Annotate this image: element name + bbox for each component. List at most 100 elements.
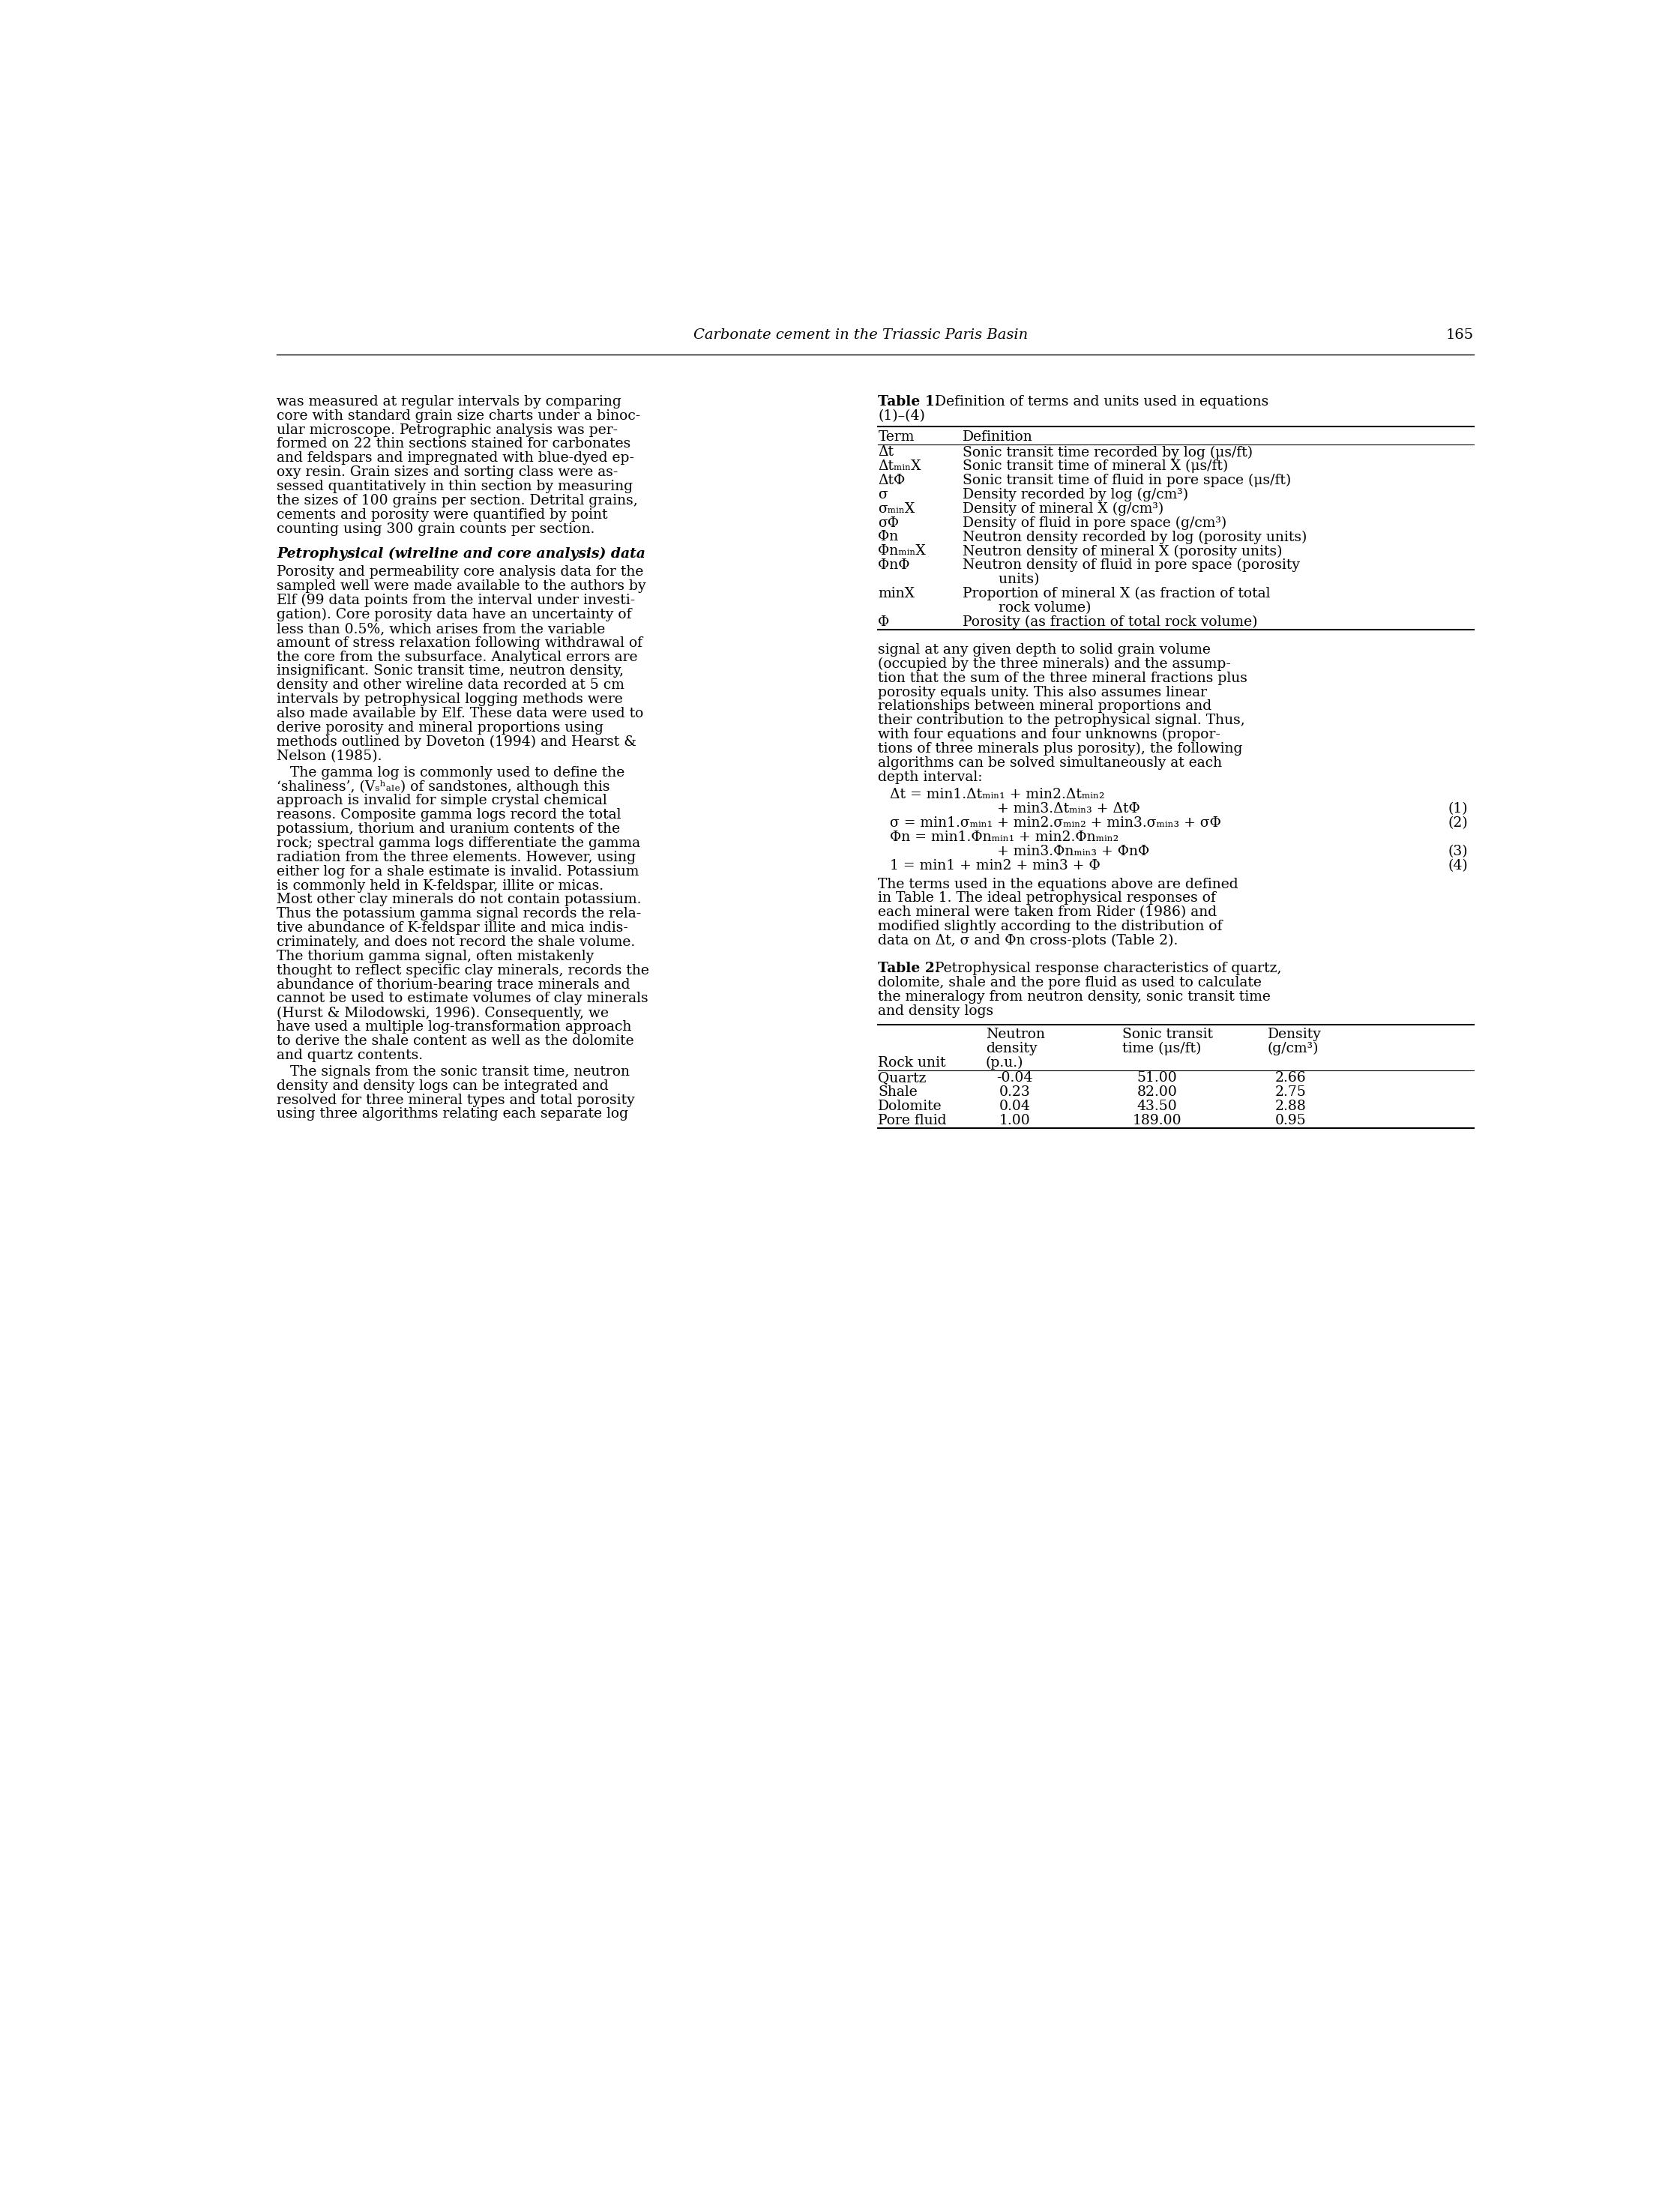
Text: to derive the shale content as well as the dolomite: to derive the shale content as well as t… xyxy=(277,1034,633,1049)
Text: dolomite, shale and the pore fluid as used to calculate: dolomite, shale and the pore fluid as us… xyxy=(879,977,1262,990)
Text: (2): (2) xyxy=(1448,817,1468,830)
Text: time (μs/ft): time (μs/ft) xyxy=(1122,1042,1201,1055)
Text: Carbonate cement in the Triassic Paris Basin: Carbonate cement in the Triassic Paris B… xyxy=(694,328,1028,343)
Text: counting using 300 grain counts per section.: counting using 300 grain counts per sect… xyxy=(277,522,595,535)
Text: rock; spectral gamma logs differentiate the gamma: rock; spectral gamma logs differentiate … xyxy=(277,837,640,850)
Text: was measured at regular intervals by comparing: was measured at regular intervals by com… xyxy=(277,395,622,409)
Text: 51.00: 51.00 xyxy=(1137,1071,1178,1086)
Text: Δt = min1.Δtₘᵢₙ₁ + min2.Δtₘᵢₙ₂: Δt = min1.Δtₘᵢₙ₁ + min2.Δtₘᵢₙ₂ xyxy=(890,789,1104,802)
Text: Proportion of mineral X (as fraction of total: Proportion of mineral X (as fraction of … xyxy=(963,588,1270,601)
Text: The terms used in the equations above are defined: The terms used in the equations above ar… xyxy=(879,878,1238,891)
Text: the core from the subsurface. Analytical errors are: the core from the subsurface. Analytical… xyxy=(277,651,638,664)
Text: Φn: Φn xyxy=(879,531,899,544)
Text: Table 2.: Table 2. xyxy=(879,961,939,975)
Text: σ: σ xyxy=(879,487,887,500)
Text: Porosity (as fraction of total rock volume): Porosity (as fraction of total rock volu… xyxy=(963,616,1257,629)
Text: 0.04: 0.04 xyxy=(1000,1099,1030,1112)
Text: less than 0.5%, which arises from the variable: less than 0.5%, which arises from the va… xyxy=(277,623,605,636)
Text: either log for a shale estimate is invalid. Potassium: either log for a shale estimate is inval… xyxy=(277,865,638,878)
Text: density: density xyxy=(986,1042,1037,1055)
Text: units): units) xyxy=(963,572,1040,586)
Text: and feldspars and impregnated with blue-dyed ep-: and feldspars and impregnated with blue-… xyxy=(277,452,635,465)
Text: relationships between mineral proportions and: relationships between mineral proportion… xyxy=(879,699,1211,712)
Text: intervals by petrophysical logging methods were: intervals by petrophysical logging metho… xyxy=(277,693,623,706)
Text: Term: Term xyxy=(879,430,914,444)
Text: porosity equals unity. This also assumes linear: porosity equals unity. This also assumes… xyxy=(879,686,1208,699)
Text: Sonic transit: Sonic transit xyxy=(1122,1027,1213,1042)
Text: also made available by Elf. These data were used to: also made available by Elf. These data w… xyxy=(277,708,643,721)
Text: cannot be used to estimate volumes of clay minerals: cannot be used to estimate volumes of cl… xyxy=(277,992,648,1005)
Text: gation). Core porosity data have an uncertainty of: gation). Core porosity data have an unce… xyxy=(277,607,632,621)
Text: The gamma log is commonly used to define the: The gamma log is commonly used to define… xyxy=(277,765,625,780)
Text: sessed quantitatively in thin section by measuring: sessed quantitatively in thin section by… xyxy=(277,481,633,494)
Text: Definition of terms and units used in equations: Definition of terms and units used in eq… xyxy=(936,395,1268,409)
Text: approach is invalid for simple crystal chemical: approach is invalid for simple crystal c… xyxy=(277,793,606,808)
Text: ΔtΦ: ΔtΦ xyxy=(879,474,906,487)
Text: Definition: Definition xyxy=(963,430,1033,444)
Text: (4): (4) xyxy=(1448,859,1468,872)
Text: resolved for three mineral types and total porosity: resolved for three mineral types and tot… xyxy=(277,1092,635,1108)
Text: minX: minX xyxy=(879,588,916,601)
Text: Shale: Shale xyxy=(879,1086,917,1099)
Text: the mineralogy from neutron density, sonic transit time: the mineralogy from neutron density, son… xyxy=(879,990,1270,1003)
Text: (g/cm³): (g/cm³) xyxy=(1267,1042,1319,1055)
Text: the sizes of 100 grains per section. Detrital grains,: the sizes of 100 grains per section. Det… xyxy=(277,494,638,507)
Text: Δt: Δt xyxy=(879,446,894,459)
Text: σ = min1.σₘᵢₙ₁ + min2.σₘᵢₙ₂ + min3.σₘᵢₙ₃ + σΦ: σ = min1.σₘᵢₙ₁ + min2.σₘᵢₙ₂ + min3.σₘᵢₙ₃… xyxy=(890,817,1221,830)
Text: (1): (1) xyxy=(1448,802,1468,815)
Text: criminately, and does not record the shale volume.: criminately, and does not record the sha… xyxy=(277,935,635,948)
Text: Dolomite: Dolomite xyxy=(879,1099,942,1112)
Text: insignificant. Sonic transit time, neutron density,: insignificant. Sonic transit time, neutr… xyxy=(277,664,623,677)
Text: abundance of thorium-bearing trace minerals and: abundance of thorium-bearing trace miner… xyxy=(277,979,630,992)
Text: algorithms can be solved simultaneously at each: algorithms can be solved simultaneously … xyxy=(879,756,1223,769)
Text: Most other clay minerals do not contain potassium.: Most other clay minerals do not contain … xyxy=(277,894,642,907)
Text: The signals from the sonic transit time, neutron: The signals from the sonic transit time,… xyxy=(277,1064,630,1079)
Text: Neutron density of mineral X (porosity units): Neutron density of mineral X (porosity u… xyxy=(963,544,1282,557)
Text: using three algorithms relating each separate log: using three algorithms relating each sep… xyxy=(277,1108,628,1121)
Text: rock volume): rock volume) xyxy=(963,601,1090,614)
Text: oxy resin. Grain sizes and sorting class were as-: oxy resin. Grain sizes and sorting class… xyxy=(277,465,618,479)
Text: The thorium gamma signal, often mistakenly: The thorium gamma signal, often mistaken… xyxy=(277,950,595,964)
Text: modified slightly according to the distribution of: modified slightly according to the distr… xyxy=(879,920,1223,933)
Text: 165: 165 xyxy=(1446,328,1473,343)
Text: σₘᵢₙX: σₘᵢₙX xyxy=(879,503,916,516)
Text: 43.50: 43.50 xyxy=(1137,1099,1178,1112)
Text: their contribution to the petrophysical signal. Thus,: their contribution to the petrophysical … xyxy=(879,714,1245,728)
Text: (occupied by the three minerals) and the assump-: (occupied by the three minerals) and the… xyxy=(879,658,1231,671)
Text: 1 = min1 + min2 + min3 + Φ: 1 = min1 + min2 + min3 + Φ xyxy=(890,859,1100,872)
Text: + min3.Φnₘᵢₙ₃ + ΦnΦ: + min3.Φnₘᵢₙ₃ + ΦnΦ xyxy=(998,846,1149,859)
Text: depth interval:: depth interval: xyxy=(879,771,983,784)
Text: Table 1.: Table 1. xyxy=(879,395,939,409)
Text: Thus the potassium gamma signal records the rela-: Thus the potassium gamma signal records … xyxy=(277,907,642,920)
Text: Density: Density xyxy=(1267,1027,1320,1042)
Text: (Hurst & Milodowski, 1996). Consequently, we: (Hurst & Milodowski, 1996). Consequently… xyxy=(277,1005,608,1020)
Text: (3): (3) xyxy=(1448,846,1468,859)
Text: 1.00: 1.00 xyxy=(1000,1114,1030,1127)
Text: Porosity and permeability core analysis data for the: Porosity and permeability core analysis … xyxy=(277,566,643,579)
Text: Sonic transit time recorded by log (μs/ft): Sonic transit time recorded by log (μs/f… xyxy=(963,446,1253,459)
Text: ΔtₘᵢₙX: ΔtₘᵢₙX xyxy=(879,459,921,474)
Text: have used a multiple log-transformation approach: have used a multiple log-transformation … xyxy=(277,1020,632,1034)
Text: 82.00: 82.00 xyxy=(1137,1086,1178,1099)
Text: Density recorded by log (g/cm³): Density recorded by log (g/cm³) xyxy=(963,487,1188,503)
Text: and quartz contents.: and quartz contents. xyxy=(277,1049,423,1062)
Text: radiation from the three elements. However, using: radiation from the three elements. Howev… xyxy=(277,850,637,863)
Text: -0.04: -0.04 xyxy=(996,1071,1033,1086)
Text: core with standard grain size charts under a binoc-: core with standard grain size charts und… xyxy=(277,409,640,422)
Text: 2.75: 2.75 xyxy=(1275,1086,1307,1099)
Text: ΦnₘᵢₙX: ΦnₘᵢₙX xyxy=(879,544,926,557)
Text: density and other wireline data recorded at 5 cm: density and other wireline data recorded… xyxy=(277,680,625,693)
Text: ‘shaliness’, (Vₛʰₐₗₑ) of sandstones, although this: ‘shaliness’, (Vₛʰₐₗₑ) of sandstones, alt… xyxy=(277,780,610,793)
Text: signal at any given depth to solid grain volume: signal at any given depth to solid grain… xyxy=(879,642,1211,658)
Text: each mineral were taken from Rider (1986) and: each mineral were taken from Rider (1986… xyxy=(879,907,1216,920)
Text: + min3.Δtₘᵢₙ₃ + ΔtΦ: + min3.Δtₘᵢₙ₃ + ΔtΦ xyxy=(998,802,1141,815)
Text: (1)–(4): (1)–(4) xyxy=(879,409,926,422)
Text: data on Δt, σ and Φn cross-plots (Table 2).: data on Δt, σ and Φn cross-plots (Table … xyxy=(879,933,1178,948)
Text: ular microscope. Petrographic analysis was per-: ular microscope. Petrographic analysis w… xyxy=(277,424,618,437)
Text: Density of mineral X (g/cm³): Density of mineral X (g/cm³) xyxy=(963,503,1164,516)
Text: Petrophysical (wireline and core analysis) data: Petrophysical (wireline and core analysi… xyxy=(277,546,645,559)
Text: potassium, thorium and uranium contents of the: potassium, thorium and uranium contents … xyxy=(277,822,620,837)
Text: methods outlined by Doveton (1994) and Hearst &: methods outlined by Doveton (1994) and H… xyxy=(277,734,637,749)
Text: Rock unit: Rock unit xyxy=(879,1055,946,1071)
Text: ΦnΦ: ΦnΦ xyxy=(879,559,911,572)
